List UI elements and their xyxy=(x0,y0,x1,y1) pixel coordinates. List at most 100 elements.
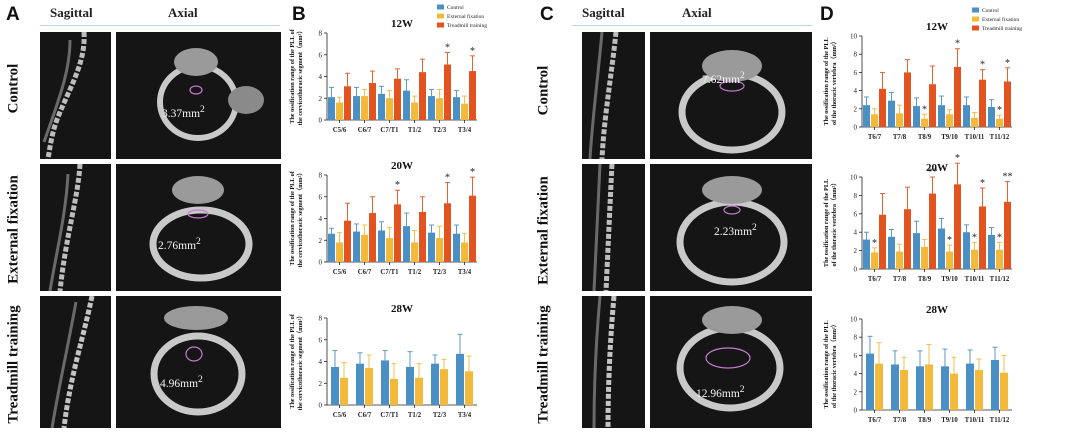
x-tick-label: T8/9 xyxy=(918,134,932,141)
bar xyxy=(381,360,389,405)
bar xyxy=(1004,81,1011,127)
axial-ct-external-c xyxy=(650,164,812,291)
x-tick-label: T6/7 xyxy=(868,134,882,141)
x-tick-label: T11/12 xyxy=(990,417,1010,424)
bar xyxy=(996,118,1003,127)
y-axis-label: The ossification range of the PLL of xyxy=(289,28,296,123)
y-axis-label: of the thoracic vertebra（mm²） xyxy=(830,321,838,408)
y-tick-label: 0 xyxy=(854,407,858,415)
axial-ct-external-a xyxy=(116,164,281,291)
bar xyxy=(991,359,999,410)
bar xyxy=(941,366,949,410)
bar xyxy=(888,100,895,127)
bar xyxy=(369,83,376,120)
bar xyxy=(365,368,373,405)
y-axis-label: of the thoracic vertebra（mm²） xyxy=(830,38,838,125)
x-tick-label: C7/T1 xyxy=(380,127,399,134)
measurement-treadmill-c: 12.96mm2 xyxy=(696,384,745,400)
y-tick-label: 6 xyxy=(319,51,323,59)
bar xyxy=(929,193,936,269)
x-tick-label: T2/3 xyxy=(433,412,447,419)
x-tick-label: T11/12 xyxy=(990,276,1010,283)
axial-ct-control-a xyxy=(116,32,281,159)
significance-mark: * xyxy=(872,238,877,249)
y-axis-label: The ossification range of the PLL xyxy=(823,179,830,267)
bar xyxy=(378,230,385,262)
y-tick-label: 10 xyxy=(850,174,858,182)
bar xyxy=(913,233,920,269)
bar xyxy=(394,78,401,120)
bar xyxy=(461,242,468,262)
col-head-sagittal-c: Sagittal xyxy=(582,5,625,20)
bar xyxy=(440,369,448,405)
y-tick-label: 8 xyxy=(319,315,323,323)
bar xyxy=(904,209,911,269)
bar xyxy=(871,252,878,269)
legend-swatch xyxy=(972,16,979,22)
x-tick-label: T7/8 xyxy=(893,417,907,424)
bar xyxy=(921,118,928,127)
measurement-external-a: 2.76mm2 xyxy=(158,236,201,252)
bar xyxy=(929,84,936,127)
x-tick-label: T8/9 xyxy=(918,276,932,283)
y-tick-label: 6 xyxy=(854,210,858,218)
bar xyxy=(996,249,1003,269)
panel-label-c: C xyxy=(540,4,554,25)
y-axis-label: The ossification range of the PLL of xyxy=(289,313,296,408)
legend-swatch xyxy=(437,13,444,19)
y-tick-label: 8 xyxy=(319,172,323,180)
bar xyxy=(875,363,883,410)
bar xyxy=(863,239,870,269)
significance-mark: * xyxy=(980,60,985,71)
bar xyxy=(453,97,460,120)
bar xyxy=(386,98,393,120)
x-tick-label: T1/2 xyxy=(408,127,422,134)
bar xyxy=(879,214,886,269)
y-tick-label: 2 xyxy=(854,105,858,113)
col-head-sagittal-a: Sagittal xyxy=(50,5,93,20)
bar xyxy=(900,369,908,410)
y-tick-label: 4 xyxy=(319,73,323,81)
bar xyxy=(469,195,476,262)
bar xyxy=(328,97,335,120)
bar xyxy=(403,90,410,120)
panel-label-d: D xyxy=(820,4,834,25)
significance-mark: * xyxy=(470,167,475,178)
legend-label: External fixation xyxy=(447,13,484,20)
y-tick-label: 2 xyxy=(319,237,323,245)
y-axis-label: the cervicothoracic segment（mm²） xyxy=(296,312,304,410)
y-tick-label: 6 xyxy=(319,193,323,201)
y-tick-label: 2 xyxy=(319,380,323,388)
bar xyxy=(954,184,961,269)
bar xyxy=(979,79,986,127)
x-tick-label: T1/2 xyxy=(408,412,422,419)
x-tick-label: T8/9 xyxy=(918,417,932,424)
bar xyxy=(331,366,339,405)
bar xyxy=(938,228,945,269)
chart-title: 12W xyxy=(391,18,413,30)
x-tick-label: T2/3 xyxy=(433,269,447,276)
measurement-treadmill-a: 4.96mm2 xyxy=(160,374,203,390)
legend-swatch xyxy=(437,22,444,28)
bar xyxy=(406,366,414,405)
bar xyxy=(444,203,451,262)
bar xyxy=(378,93,385,120)
x-tick-label: T1/2 xyxy=(408,269,422,276)
x-tick-label: T3/4 xyxy=(458,269,472,276)
significance-mark: * xyxy=(395,180,400,191)
bar xyxy=(353,96,360,120)
chart-title: 28W xyxy=(926,304,948,316)
axial-ct-control-c xyxy=(650,32,812,159)
x-tick-label: T7/8 xyxy=(893,276,907,283)
significance-mark: * xyxy=(947,235,952,246)
x-tick-label: C6/7 xyxy=(358,127,372,134)
x-tick-label: T10/11 xyxy=(965,417,985,424)
bar xyxy=(879,88,886,127)
y-tick-label: 8 xyxy=(854,51,858,59)
y-axis-label: of the thoracic vertebra（mm²） xyxy=(830,180,838,267)
bar xyxy=(356,363,364,405)
y-axis-label: The ossification range of the PLL xyxy=(823,320,830,408)
y-tick-label: 4 xyxy=(854,87,858,95)
bar xyxy=(411,242,418,262)
